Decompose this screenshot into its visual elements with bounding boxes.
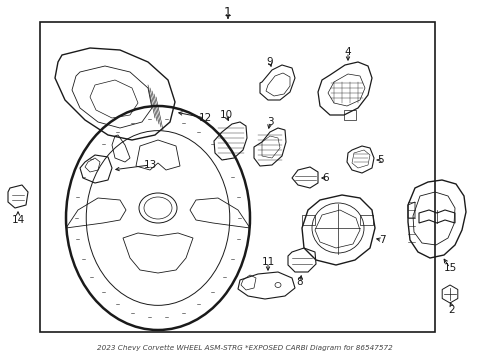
Text: 13: 13 — [144, 160, 157, 170]
Text: 2023 Chevy Corvette WHEEL ASM-STRG *EXPOSED CARBI Diagram for 86547572: 2023 Chevy Corvette WHEEL ASM-STRG *EXPO… — [97, 345, 393, 351]
Bar — [40, 22, 435, 332]
Text: 4: 4 — [344, 47, 351, 57]
Text: 10: 10 — [220, 110, 233, 120]
Text: 3: 3 — [267, 117, 273, 127]
Text: 1: 1 — [224, 5, 232, 18]
Text: 6: 6 — [323, 173, 329, 183]
Text: 12: 12 — [198, 113, 212, 123]
Text: 5: 5 — [377, 155, 383, 165]
Text: 11: 11 — [261, 257, 274, 267]
Text: 9: 9 — [267, 57, 273, 67]
Text: 15: 15 — [443, 263, 457, 273]
Text: 7: 7 — [379, 235, 385, 245]
Text: 8: 8 — [296, 277, 303, 287]
Text: 14: 14 — [11, 215, 24, 225]
Text: 2: 2 — [449, 305, 455, 315]
